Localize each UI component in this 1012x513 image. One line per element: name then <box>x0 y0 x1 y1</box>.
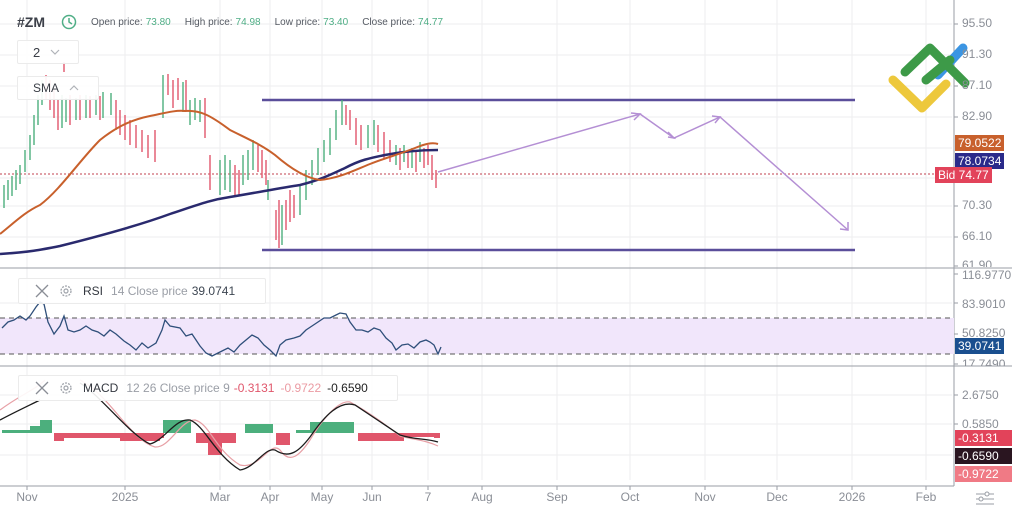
time-label: Apr <box>260 490 280 504</box>
time-label: 2025 <box>111 490 139 504</box>
chart-settings-icon[interactable] <box>975 490 995 506</box>
low-label: Low price: <box>274 16 321 28</box>
indicator-dropdown[interactable]: SMA <box>17 76 99 100</box>
sma-fast-price-tag: 79.0522 <box>955 135 1005 151</box>
close-icon[interactable] <box>35 381 49 395</box>
macd-line <box>0 382 439 471</box>
time-label: 7 <box>424 490 432 504</box>
rsi-params: 14 Close price <box>111 284 188 298</box>
sma-slow-line <box>0 148 439 256</box>
sma-fast-line <box>0 109 439 235</box>
rsi-name: RSI <box>83 284 104 298</box>
time-label: Dec <box>766 490 788 504</box>
macd-hist-value: -0.6590 <box>327 381 368 395</box>
open-value: 73.80 <box>145 16 171 28</box>
macd-params: 12 26 Close price 9 <box>126 381 230 395</box>
chart-header: #ZM Open price: 73.80 High price: 74.98 … <box>17 14 457 30</box>
price-tick: 87.10 <box>962 78 993 92</box>
price-tick: 91.30 <box>962 47 993 61</box>
macd-hist-tag: -0.6590 <box>955 448 1012 464</box>
macd-legend: MACD 12 26 Close price 9 -0.3131 -0.9722… <box>18 375 398 401</box>
rsi-tick: 83.9010 <box>962 297 1006 311</box>
rsi-value-tag: 39.0741 <box>955 338 1005 354</box>
macd-signal-tag: -0.9722 <box>955 466 1012 482</box>
time-label: Aug <box>471 490 493 504</box>
price-tick: 70.30 <box>962 198 993 212</box>
timeframe-dropdown[interactable]: 2 <box>17 40 79 64</box>
time-label: 2026 <box>838 490 866 504</box>
price-tick: 61.90 <box>962 258 993 267</box>
indicator-value: SMA <box>33 81 60 95</box>
close-icon[interactable] <box>35 284 49 298</box>
rsi-legend: RSI 14 Close price 39.0741 <box>18 278 266 304</box>
bid-price-tag: Bid 74.77 <box>935 167 992 183</box>
close-label: Close price: <box>362 16 415 28</box>
macd-value: -0.3131 <box>233 381 275 395</box>
macd-value-tag: -0.3131 <box>955 430 1012 446</box>
macd-name: MACD <box>83 381 119 395</box>
high-value: 74.98 <box>235 16 261 28</box>
macd-tick: 2.6750 <box>962 388 999 402</box>
brand-logo-icon <box>888 43 970 113</box>
rsi-line <box>1 301 442 358</box>
low-value: 73.40 <box>323 16 349 28</box>
time-label: Jun <box>362 490 382 504</box>
price-tick: 66.10 <box>962 229 993 243</box>
gear-icon[interactable] <box>59 381 73 395</box>
chevron-down-icon <box>50 49 60 55</box>
open-label: Open price: <box>91 16 143 28</box>
high-label: High price: <box>184 16 233 28</box>
gear-icon[interactable] <box>59 284 73 298</box>
rsi-value: 39.0741 <box>191 284 236 298</box>
forecast-path[interactable] <box>437 112 849 231</box>
rsi-tick: 50.8250 <box>962 326 1006 340</box>
symbol-label: #ZM <box>17 14 45 30</box>
macd-histogram <box>2 420 440 455</box>
clock-icon[interactable] <box>61 14 77 30</box>
time-label: Nov <box>16 490 38 504</box>
price-tick: 95.50 <box>962 16 993 30</box>
time-label: Oct <box>620 490 640 504</box>
macd-tick: 0.5850 <box>962 417 999 431</box>
rsi-tick: 17.7490 <box>962 357 1006 366</box>
time-label: May <box>310 490 334 504</box>
time-label: Mar <box>209 490 231 504</box>
grid <box>0 0 952 480</box>
sma-slow-price-tag: 78.0734 <box>955 153 1005 169</box>
close-value: 74.77 <box>418 16 444 28</box>
time-label: Feb <box>915 490 937 504</box>
chevron-up-icon <box>69 85 79 91</box>
time-label: Nov <box>694 490 716 504</box>
rsi-band <box>0 318 954 354</box>
price-tick: 82.90 <box>962 109 993 123</box>
timeframe-value: 2 <box>33 44 41 60</box>
rsi-tick: 116.9770 <box>962 268 1012 282</box>
macd-signal-value: -0.9722 <box>280 381 322 395</box>
time-label: Sep <box>546 490 568 504</box>
